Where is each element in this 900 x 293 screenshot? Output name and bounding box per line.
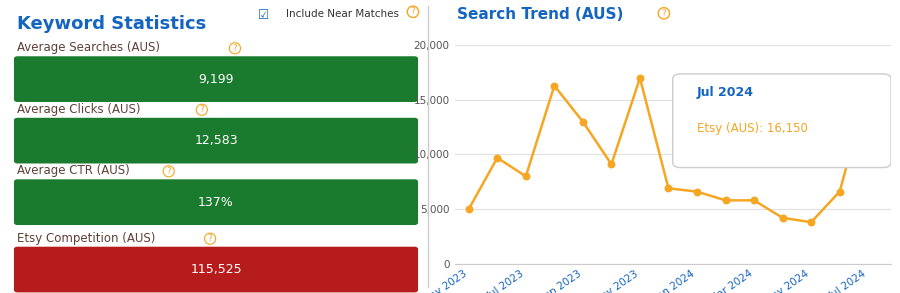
Text: Etsy (AUS): 16,150: Etsy (AUS): 16,150	[697, 122, 807, 135]
Point	[491, 155, 505, 160]
Text: ?: ?	[200, 105, 204, 114]
Text: Average CTR (AUS): Average CTR (AUS)	[17, 164, 130, 177]
Text: ?: ?	[410, 7, 415, 16]
Point	[576, 119, 590, 124]
Text: Average Clicks (AUS): Average Clicks (AUS)	[17, 103, 140, 116]
Text: Keyword Statistics: Keyword Statistics	[17, 15, 206, 33]
Text: Average Searches (AUS): Average Searches (AUS)	[17, 41, 160, 54]
Text: Search Trend (AUS): Search Trend (AUS)	[457, 7, 624, 22]
Text: 115,525: 115,525	[190, 263, 242, 276]
Point	[832, 189, 847, 194]
FancyBboxPatch shape	[14, 179, 418, 225]
FancyBboxPatch shape	[673, 74, 891, 168]
Text: 137%: 137%	[198, 196, 234, 209]
Point	[776, 215, 790, 220]
Text: ?: ?	[232, 44, 238, 53]
Text: Include Near Matches: Include Near Matches	[286, 9, 400, 19]
Text: ?: ?	[166, 167, 171, 176]
Point	[547, 83, 562, 88]
Text: 12,583: 12,583	[194, 134, 238, 147]
Point	[861, 85, 876, 90]
Point	[718, 198, 733, 203]
Point	[604, 162, 618, 167]
Point	[804, 220, 818, 224]
Text: 9,199: 9,199	[198, 73, 234, 86]
Point	[662, 186, 676, 191]
FancyBboxPatch shape	[14, 247, 418, 292]
Point	[518, 174, 533, 179]
Text: ?: ?	[208, 234, 212, 243]
Point	[689, 189, 704, 194]
Point	[462, 207, 476, 212]
Point	[633, 76, 647, 80]
Text: ?: ?	[662, 9, 666, 18]
Point	[747, 198, 761, 203]
Text: ☑: ☑	[257, 9, 268, 22]
Point	[861, 85, 876, 90]
Text: Jul 2024: Jul 2024	[697, 86, 754, 99]
Text: Etsy Competition (AUS): Etsy Competition (AUS)	[17, 232, 156, 245]
FancyBboxPatch shape	[14, 118, 418, 163]
FancyBboxPatch shape	[14, 56, 418, 102]
